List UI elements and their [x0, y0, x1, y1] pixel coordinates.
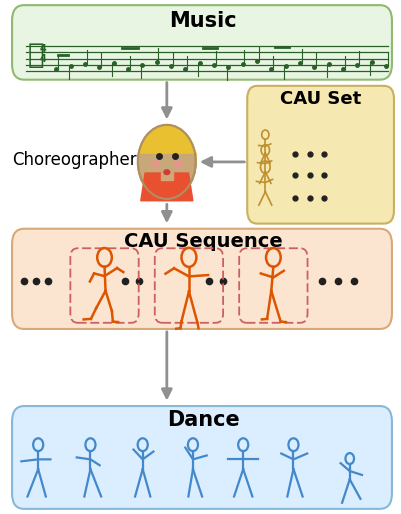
Ellipse shape	[150, 160, 160, 169]
FancyBboxPatch shape	[12, 5, 391, 80]
Text: Dance: Dance	[166, 410, 239, 430]
Polygon shape	[140, 173, 192, 201]
Text: Choreographer: Choreographer	[12, 151, 136, 170]
Text: 4: 4	[40, 44, 46, 54]
Text: Music: Music	[169, 11, 236, 31]
FancyBboxPatch shape	[12, 406, 391, 509]
FancyBboxPatch shape	[247, 86, 393, 224]
Polygon shape	[160, 172, 172, 180]
FancyBboxPatch shape	[12, 229, 391, 329]
Text: 4: 4	[40, 54, 46, 64]
Text: 𝄞: 𝄞	[27, 41, 44, 69]
Ellipse shape	[163, 169, 170, 175]
Ellipse shape	[172, 160, 183, 169]
Circle shape	[138, 125, 195, 199]
Text: CAU Set: CAU Set	[279, 90, 360, 108]
Text: CAU Sequence: CAU Sequence	[124, 232, 282, 251]
